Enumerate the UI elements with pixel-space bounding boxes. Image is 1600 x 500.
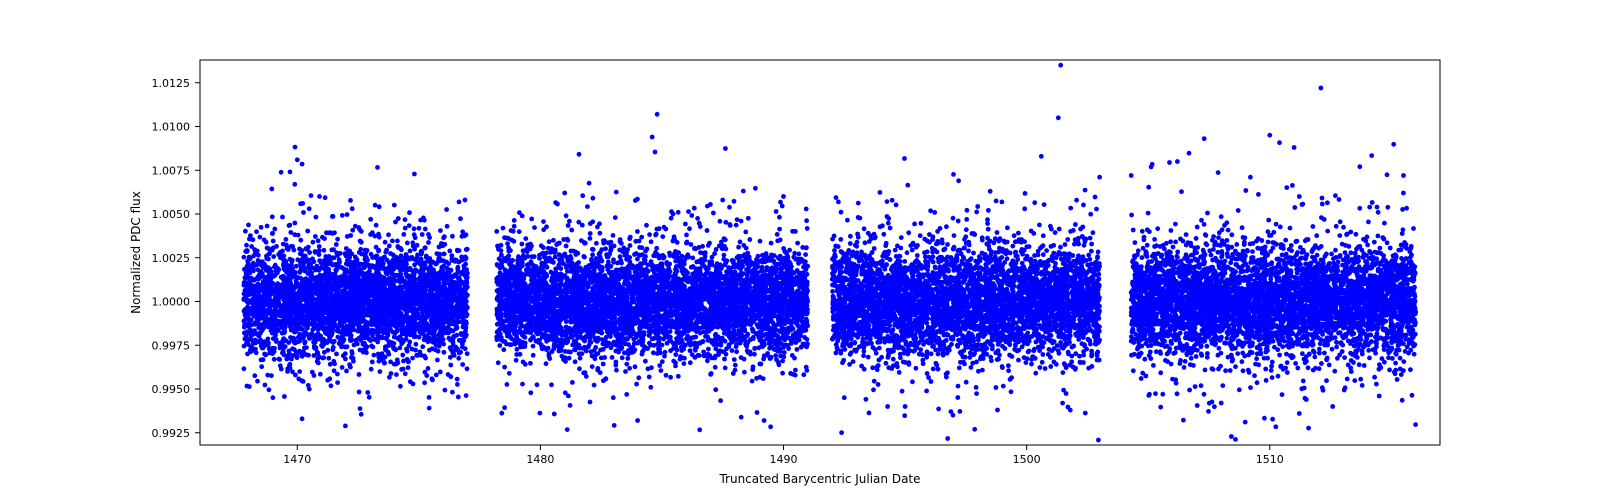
x-tick-label: 1490 (770, 453, 798, 466)
outlier-point (1377, 394, 1382, 399)
outlier-point (463, 198, 468, 203)
y-tick-label: 0.9950 (152, 383, 191, 396)
outlier-point (1219, 401, 1224, 406)
outlier-point (1129, 173, 1134, 178)
outlier-point (295, 157, 300, 162)
outlier-point (995, 408, 1000, 413)
outlier-point (1248, 175, 1253, 180)
y-ticks: 0.9925 0.9950 0.9975 1.0000 1.0025 1.0050 1.00… (152, 77, 201, 440)
x-tick-label: 1470 (283, 453, 311, 466)
chart-svg: 1470 1480 1490 1500 1510 0.9925 0.9950 0.9975 1… (0, 0, 1600, 500)
outlier-point (365, 390, 370, 395)
outlier-point (1304, 397, 1309, 402)
outlier-point (1058, 63, 1063, 68)
outlier-point (1056, 115, 1061, 120)
outlier-point (1160, 392, 1165, 397)
x-ticks: 1470 1480 1490 1500 1510 (283, 445, 1284, 466)
x-tick-label: 1500 (1013, 453, 1041, 466)
outlier-point (1039, 154, 1044, 159)
outlier-point (1267, 133, 1272, 138)
outlier-point (292, 182, 297, 187)
outlier-point (956, 178, 961, 183)
y-tick-label: 1.0100 (152, 121, 191, 134)
x-axis-label: Truncated Barycentric Julian Date (718, 472, 920, 486)
y-axis-label: Normalized PDC flux (129, 191, 143, 314)
outlier-point (1292, 145, 1297, 150)
outlier-point (720, 198, 725, 203)
outlier-point (655, 112, 660, 117)
outlier-point (1357, 164, 1362, 169)
outlier-point (650, 135, 655, 140)
y-tick-label: 0.9975 (152, 339, 191, 352)
outlier-point (903, 404, 908, 409)
x-tick-label: 1480 (526, 453, 554, 466)
outlier-point (611, 395, 616, 400)
y-tick-label: 1.0025 (152, 252, 191, 265)
outlier-point (1097, 175, 1102, 180)
outlier-point (762, 418, 767, 423)
outlier-point (1202, 136, 1207, 141)
y-tick-label: 0.9925 (152, 427, 191, 440)
outlier-point (300, 416, 305, 421)
outlier-point (562, 191, 567, 196)
outlier-point (988, 189, 993, 194)
outlier-point (271, 395, 276, 400)
lightcurve-scatter-chart: 1470 1480 1490 1500 1510 0.9925 0.9950 0.9975 1… (0, 0, 1600, 500)
y-tick-label: 1.0075 (152, 164, 191, 177)
outlier-point (781, 194, 786, 199)
outlier-point (1401, 173, 1406, 178)
y-tick-label: 1.0050 (152, 208, 191, 221)
outlier-point (373, 203, 378, 208)
y-tick-label: 1.0125 (152, 77, 191, 90)
outlier-point (1319, 86, 1324, 91)
y-tick-label: 1.0000 (152, 296, 191, 309)
outlier-point (635, 418, 640, 423)
x-tick-label: 1510 (1256, 453, 1284, 466)
outlier-point (1175, 159, 1180, 164)
outlier-point (842, 395, 847, 400)
